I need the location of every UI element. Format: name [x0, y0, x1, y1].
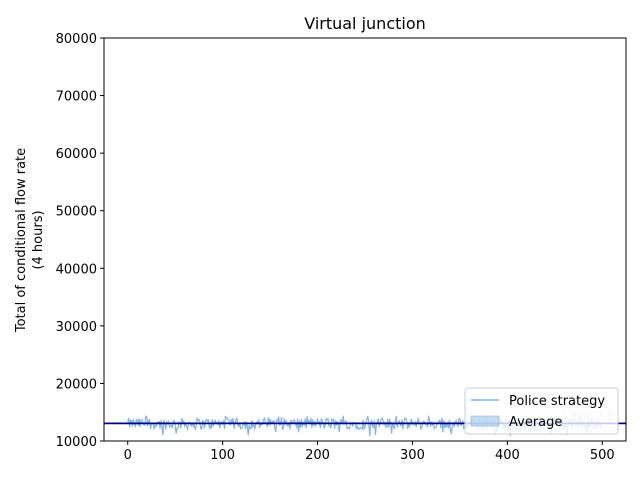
plot-background	[104, 38, 626, 441]
legend-label-police-strategy: Police strategy	[509, 394, 605, 409]
y-tick-label-40000: 40000	[56, 262, 97, 277]
legend-label-average: Average	[509, 415, 562, 430]
axes-layer: 0 100 200 300 400 500 10000 20000 30000 40000 5000…	[56, 32, 627, 463]
y-tick-label-20000: 20000	[56, 377, 97, 392]
x-tick-label-200: 200	[305, 448, 330, 463]
y-tick-label-10000: 10000	[56, 435, 97, 450]
legend: Police strategy Average	[464, 387, 619, 435]
x-tick-label-400: 400	[495, 448, 520, 463]
x-tick-label-500: 500	[590, 448, 615, 463]
y-tick-label-70000: 70000	[56, 90, 97, 105]
chart-title: Virtual junction	[304, 14, 426, 33]
y-tick-label-80000: 80000	[56, 32, 97, 47]
x-tick-label-100: 100	[210, 448, 235, 463]
y-tick-label-50000: 50000	[56, 205, 97, 220]
y-axis-label: Total of conditional flow rate (4 hours)	[14, 148, 46, 333]
y-tick-label-60000: 60000	[56, 147, 97, 162]
plot-area	[104, 38, 626, 441]
legend-swatch-average	[470, 415, 500, 427]
x-tick-label-300: 300	[400, 448, 425, 463]
axes-frame	[103, 37, 627, 442]
y-axis-label-line2: (4 hours)	[31, 210, 46, 269]
y-axis-label-line1: Total of conditional flow rate	[14, 148, 29, 333]
legend-box	[464, 387, 619, 435]
x-tick-label-0: 0	[124, 448, 132, 463]
y-tick-label-30000: 30000	[56, 320, 97, 335]
